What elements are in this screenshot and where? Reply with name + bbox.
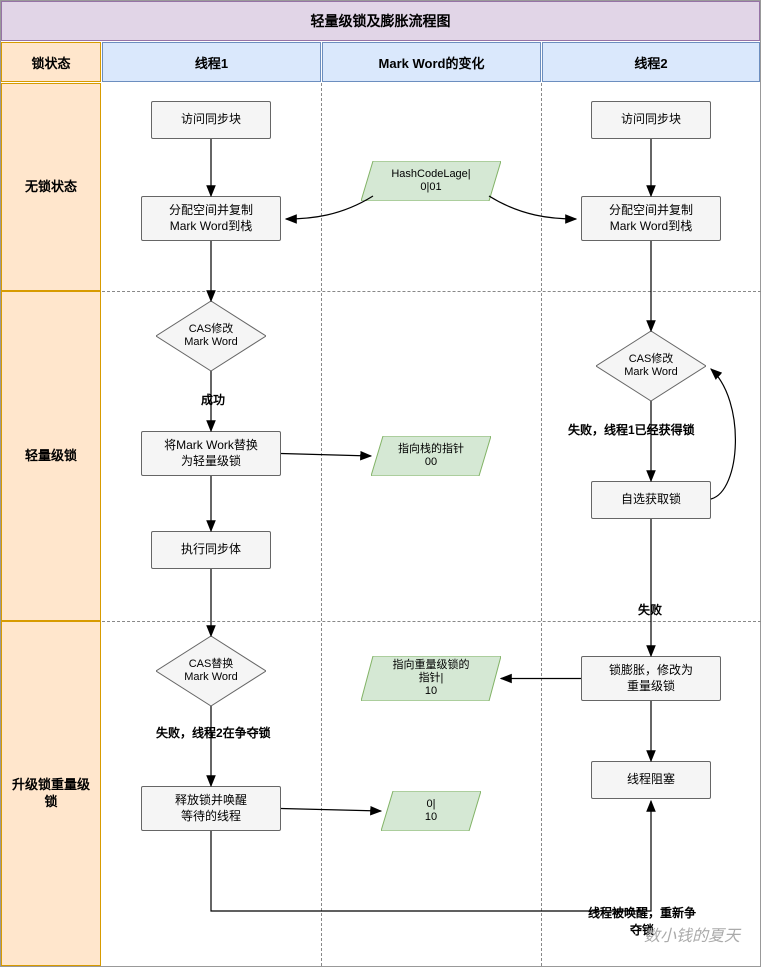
node-t2_alloc: 分配空间并复制Mark Word到栈 [581, 196, 721, 241]
header-thread2: 线程2 [542, 42, 760, 82]
node-t1_replace: 将Mark Work替换为轻量级锁 [141, 431, 281, 476]
node-t1_exec: 执行同步体 [151, 531, 271, 569]
header-markword: Mark Word的变化 [322, 42, 541, 82]
row-separator [102, 621, 761, 622]
edge-label-l_fail2: 失败，线程2在争夺锁 [154, 724, 273, 741]
state-cell-r1: 无锁状态 [1, 83, 101, 291]
header-thread1: 线程1 [102, 42, 321, 82]
node-mw_0110: 0|10 [381, 791, 481, 831]
header-state: 锁状态 [1, 42, 101, 82]
curve-hash_to_t1 [286, 196, 373, 219]
col-separator [541, 83, 542, 966]
node-t1_alloc: 分配空间并复制Mark Word到栈 [141, 196, 281, 241]
node-t2_visit: 访问同步块 [591, 101, 711, 139]
node-mw_hash: HashCodeLage|0|01 [361, 161, 501, 201]
curve-hash_to_t2 [489, 196, 576, 219]
node-t2_spin: 自选获取锁 [591, 481, 711, 519]
edge-label-l_fail: 失败 [636, 601, 664, 618]
node-mw_ptr10: 指向重量级锁的指针|10 [361, 656, 501, 701]
node-t1_cas1: CAS修改Mark Word [156, 301, 266, 371]
node-t1_cas2: CAS替换Mark Word [156, 636, 266, 706]
watermark: 数小钱的夏天 [644, 922, 740, 946]
node-mw_ptr00: 指向栈的指针00 [371, 436, 491, 476]
curve-t2_spin_back [711, 369, 735, 499]
node-t2_inflate: 锁膨胀，修改为重量级锁 [581, 656, 721, 701]
row-separator [102, 291, 761, 292]
diagram-title: 轻量级锁及膨胀流程图 [1, 1, 760, 41]
edge-label-l_failt2: 失败，线程1已经获得锁 [566, 421, 697, 438]
state-cell-r3: 升级锁重量级锁 [1, 621, 101, 966]
state-cell-r2: 轻量级锁 [1, 291, 101, 621]
col-separator [321, 83, 322, 966]
node-t1_visit: 访问同步块 [151, 101, 271, 139]
node-t2_block: 线程阻塞 [591, 761, 711, 799]
edge-label-l_succ: 成功 [199, 391, 227, 408]
node-t2_cas: CAS修改Mark Word [596, 331, 706, 401]
node-t1_release: 释放锁并唤醒等待的线程 [141, 786, 281, 831]
